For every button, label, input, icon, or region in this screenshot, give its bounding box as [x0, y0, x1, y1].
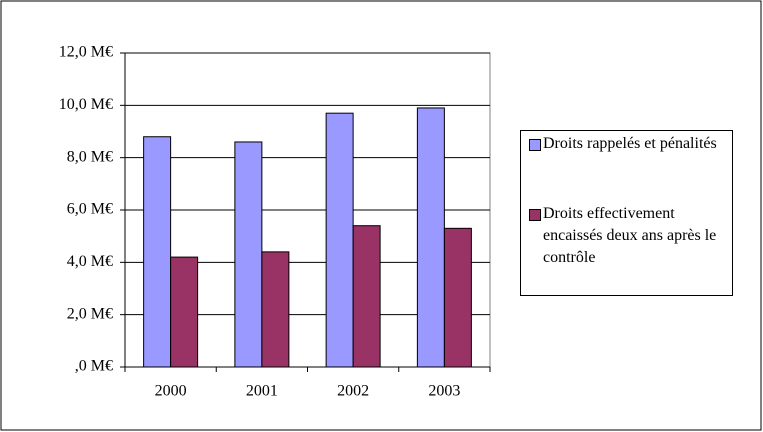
legend-label: Droits effectivement encaissés deux ans …: [543, 205, 717, 266]
legend-entry: Droits effectivement encaissés deux ans …: [529, 203, 729, 269]
y-tick-label: ,0 M€: [75, 358, 113, 375]
bar: [261, 251, 290, 368]
bar: [170, 256, 199, 368]
bar: [234, 141, 263, 368]
bar: [325, 112, 354, 368]
x-tick-label: 2002: [337, 383, 369, 400]
x-tick-label: 2003: [428, 383, 460, 400]
bar: [443, 227, 472, 368]
legend-swatch: [529, 209, 541, 221]
legend: Droits rappelés et pénalités Droits effec…: [520, 130, 733, 296]
y-tick-label: 2,0 M€: [67, 305, 113, 322]
bar: [143, 136, 172, 368]
y-tick-label: 12,0 M€: [59, 44, 113, 61]
y-tick-label: 4,0 M€: [67, 253, 113, 270]
legend-entry: Droits rappelés et pénalités: [529, 133, 729, 155]
legend-label: Droits rappelés et pénalités: [543, 135, 717, 152]
bar: [416, 107, 445, 368]
y-tick-label: 10,0 M€: [59, 96, 113, 113]
x-tick-label: 2001: [246, 383, 278, 400]
x-tick-label: 2000: [155, 383, 187, 400]
y-tick-label: 6,0 M€: [67, 201, 113, 218]
bar: [352, 225, 381, 368]
legend-swatch: [529, 139, 541, 151]
y-tick-label: 8,0 M€: [67, 148, 113, 165]
